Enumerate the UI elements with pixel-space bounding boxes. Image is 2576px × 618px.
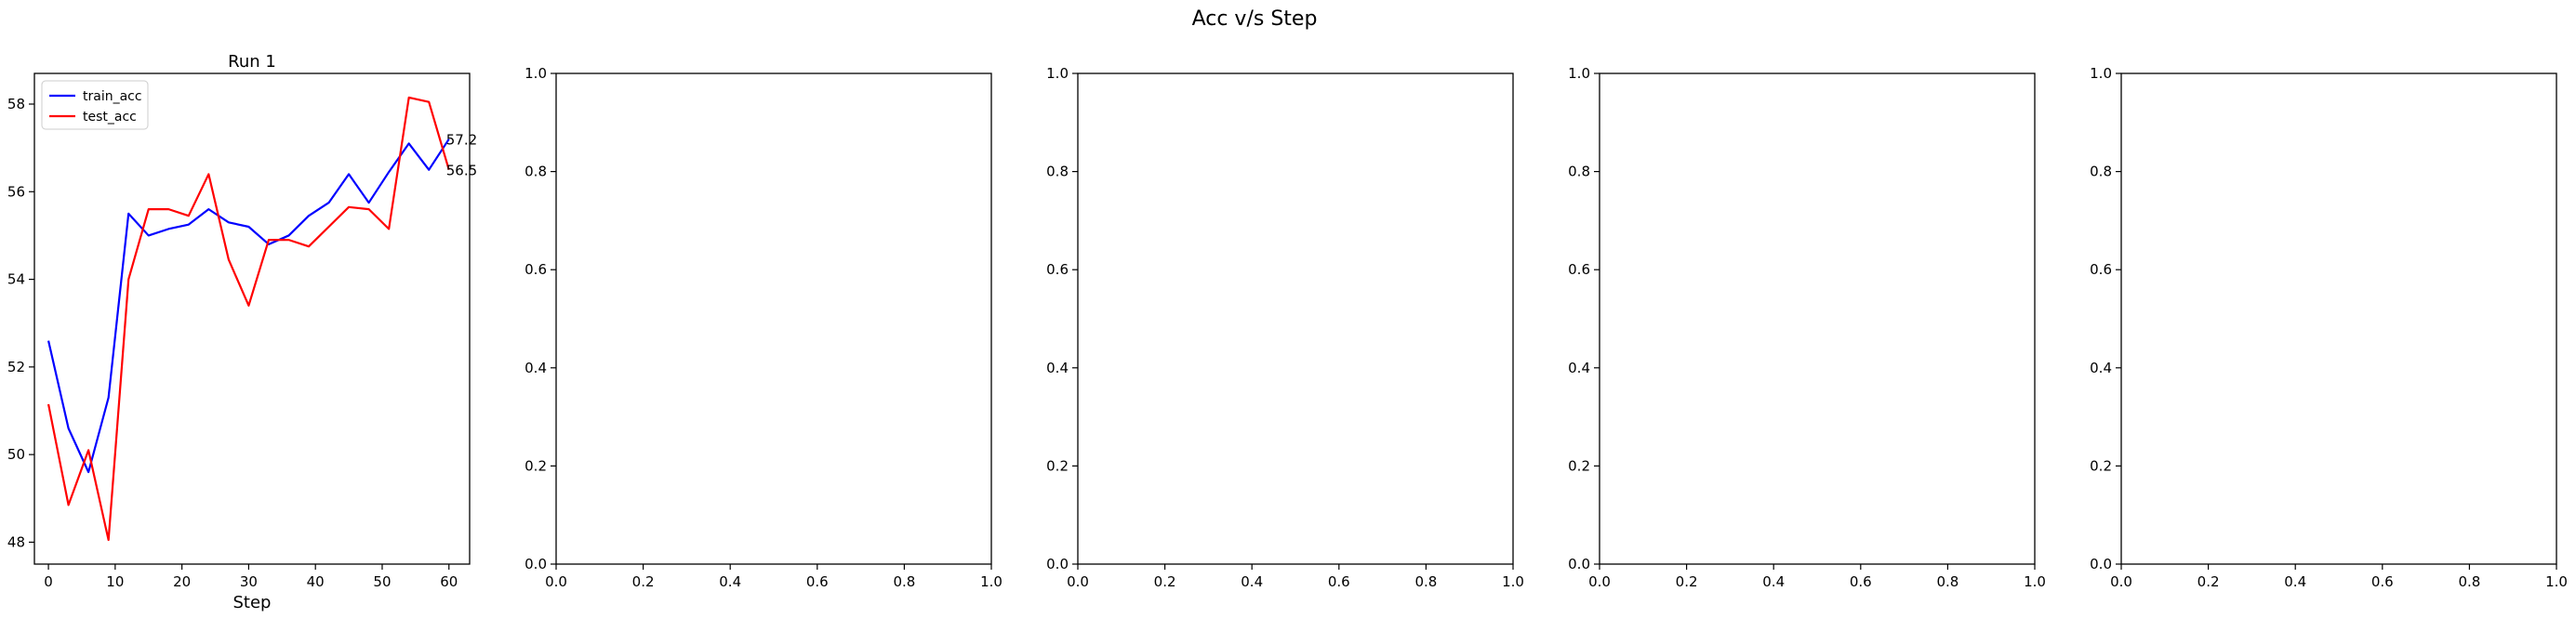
figure-suptitle: Acc v/s Step	[1192, 7, 1318, 31]
x-tick-label: 0.0	[2110, 573, 2132, 590]
end-value-label-test-acc: 56.5	[446, 163, 477, 179]
x-tick-label: 0.8	[1936, 573, 1959, 590]
axes-frame	[1077, 72, 1514, 565]
y-tick-label: 0.2	[1046, 457, 1069, 474]
x-tick-label: 0.4	[1762, 573, 1785, 590]
x-tick-label: 1.0	[980, 573, 1003, 590]
x-tick-label: 10	[106, 573, 124, 590]
x-tick-label: 1.0	[1502, 573, 1524, 590]
x-tick-label: 0.2	[1154, 573, 1176, 590]
x-tick-label: 0.4	[719, 573, 741, 590]
y-tick-label: 0.8	[1568, 164, 1590, 180]
x-tick-label: 60	[440, 573, 458, 590]
x-tick-label: 0.0	[545, 573, 567, 590]
x-axis-label: Step	[233, 593, 272, 612]
x-tick-label: 30	[240, 573, 258, 590]
subplot-2: 0.0 0.2 0.4 0.6 0.8 1.0 0.0 0.2 0.4 0.6 0.8 1.0	[524, 65, 1003, 590]
y-tick-label: 0.8	[1046, 164, 1069, 180]
axes-frame	[1599, 72, 2036, 565]
axes-frame	[555, 72, 992, 565]
y-tick-label: 52	[7, 359, 25, 375]
y-tick-label: 48	[7, 533, 25, 550]
y-tick-label: 1.0	[1568, 65, 1590, 82]
y-tick-label: 0.6	[2090, 261, 2112, 278]
x-tick-label: 0.6	[806, 573, 829, 590]
x-tick-label: 0.6	[1328, 573, 1350, 590]
y-tick-label: 56	[7, 183, 25, 200]
subplot-3: 0.0 0.2 0.4 0.6 0.8 1.0 0.0 0.2 0.4 0.6 0.8 1.0	[1046, 65, 1524, 590]
subplot-5: 0.0 0.2 0.4 0.6 0.8 1.0 0.0 0.2 0.4 0.6 0.8 1.0	[2090, 65, 2568, 590]
x-tick-label: 0.6	[2371, 573, 2394, 590]
y-tick-label: 0.2	[2090, 457, 2112, 474]
x-tick-label: 0.8	[2458, 573, 2480, 590]
x-tick-label: 1.0	[2545, 573, 2568, 590]
subplot-title: Run 1	[228, 52, 276, 72]
y-tick-label: 0.2	[1568, 457, 1590, 474]
x-tick-label: 1.0	[2024, 573, 2046, 590]
subplot-4: 0.0 0.2 0.4 0.6 0.8 1.0 0.0 0.2 0.4 0.6 0.8 1.0	[1568, 65, 2046, 590]
y-tick-label: 0.4	[1568, 360, 1590, 376]
y-tick-label: 0.6	[524, 261, 547, 278]
y-tick-label: 0.0	[2090, 556, 2112, 572]
axes-frame	[33, 72, 471, 565]
series-line-test-acc	[46, 96, 450, 542]
end-value-label-train-acc: 57.2	[446, 132, 477, 149]
x-tick-label: 0.0	[1588, 573, 1611, 590]
legend: train_acc test_acc	[41, 80, 149, 130]
y-tick-label: 0.8	[2090, 164, 2112, 180]
x-tick-label: 40	[307, 573, 325, 590]
x-tick-label: 0.8	[1414, 573, 1437, 590]
y-tick-label: 0.6	[1568, 261, 1590, 278]
x-tick-label: 20	[173, 573, 191, 590]
y-tick-label: 0.0	[1568, 556, 1590, 572]
x-tick-label: 0.0	[1067, 573, 1089, 590]
x-tick-label: 0.8	[893, 573, 915, 590]
subplot-1: 57.2 56.5 0 10 20 30 40 50 60 48 50 52 54 56 58 Run 1 St…	[7, 52, 477, 612]
axes-frame	[2120, 72, 2557, 565]
x-tick-label: 0.2	[2198, 573, 2220, 590]
legend-label-train-acc: train_acc	[83, 89, 142, 104]
y-tick-label: 0.4	[1046, 360, 1069, 376]
y-tick-label: 0.4	[524, 360, 547, 376]
y-tick-label: 0.2	[524, 457, 547, 474]
y-tick-label: 1.0	[1046, 65, 1069, 82]
y-tick-label: 0.6	[1046, 261, 1069, 278]
y-tick-label: 0.8	[524, 164, 547, 180]
y-tick-label: 1.0	[524, 65, 547, 82]
legend-label-test-acc: test_acc	[83, 110, 137, 125]
y-tick-label: 54	[7, 271, 25, 288]
x-tick-label: 0.4	[2284, 573, 2306, 590]
y-tick-label: 0.4	[2090, 360, 2112, 376]
y-tick-label: 1.0	[2090, 65, 2112, 82]
x-tick-label: 50	[373, 573, 391, 590]
y-tick-label: 0.0	[1046, 556, 1069, 572]
x-tick-label: 0.6	[1850, 573, 1872, 590]
x-tick-label: 0	[44, 573, 53, 590]
series-line-train-acc	[46, 138, 450, 474]
x-tick-label: 0.2	[1676, 573, 1698, 590]
x-tick-label: 0.4	[1241, 573, 1263, 590]
y-tick-label: 50	[7, 446, 25, 463]
y-tick-label: 0.0	[524, 556, 547, 572]
y-tick-label: 58	[7, 96, 25, 112]
x-tick-label: 0.2	[632, 573, 655, 590]
